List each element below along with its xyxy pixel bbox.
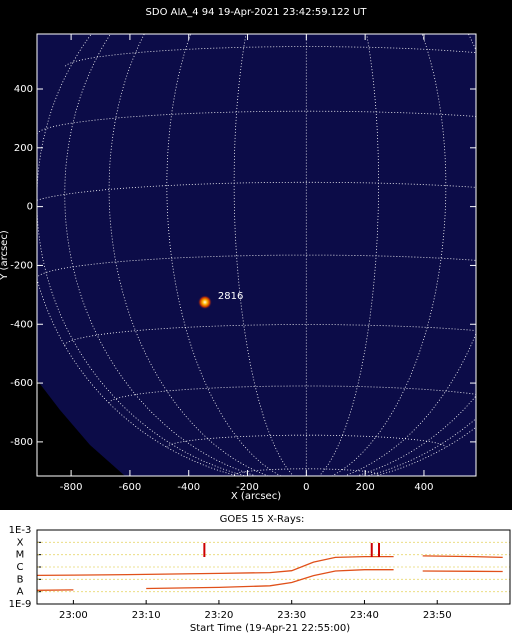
image-background <box>37 34 476 476</box>
y-tick-label: M <box>16 550 25 561</box>
y-tick-label: B <box>17 574 24 585</box>
annotation: 2816 <box>218 291 243 302</box>
x-tick-label: -600 <box>119 482 142 493</box>
x-tick-label: 23:00 <box>59 610 88 621</box>
y-tick-label: -800 <box>10 437 33 448</box>
y-tick-label: -600 <box>10 378 33 389</box>
x-tick-label: 23:10 <box>132 610 161 621</box>
heliographic-meridian <box>166 34 282 476</box>
y-tick-label: -400 <box>10 319 33 330</box>
heliographic-meridian <box>37 34 248 476</box>
heliographic-meridian <box>331 34 447 476</box>
heliographic-parallel <box>166 434 447 448</box>
heliographic-parallel <box>37 254 476 279</box>
x-tick-label: -200 <box>236 482 259 493</box>
active-region-source <box>197 295 212 310</box>
x-tick-label: 0 <box>303 482 309 493</box>
flux-line <box>36 555 503 577</box>
y-tick-label: A <box>17 587 24 598</box>
x-tick-label: -400 <box>177 482 200 493</box>
x-tick-label: 23:50 <box>423 610 452 621</box>
y-tick-label: 1E-9 <box>9 599 32 610</box>
heliographic-parallel <box>37 181 476 201</box>
y-axis-label: Y (arcsec) <box>0 230 10 281</box>
x-tick-label: 23:30 <box>277 610 306 621</box>
image-frame <box>36 33 477 477</box>
x-tick-label: 23:40 <box>350 610 379 621</box>
y-tick-label: 200 <box>14 143 33 154</box>
heliographic-meridian <box>365 418 476 476</box>
y-tick-label: -200 <box>10 260 33 271</box>
y-tick-label: C <box>17 562 24 573</box>
x-tick-label: 23:20 <box>205 610 234 621</box>
heliographic-parallel <box>65 46 476 67</box>
heliographic-meridian <box>108 34 270 476</box>
image-title: SDO AIA_4 94 19-Apr-2021 23:42:59.122 UT <box>146 7 368 18</box>
flux-line <box>36 569 503 591</box>
heliographic-meridian <box>343 34 476 476</box>
solar-image <box>37 34 476 476</box>
heliographic-parallel <box>233 468 379 476</box>
x-tick-label: -800 <box>60 482 83 493</box>
x-axis-label: X (arcsec) <box>231 491 281 502</box>
y-tick-label: 0 <box>27 202 33 213</box>
goes-title: GOES 15 X-Rays: <box>220 514 305 525</box>
x-tick-label: 400 <box>414 482 433 493</box>
heliographic-meridian <box>64 34 258 476</box>
x-tick-label: 200 <box>356 482 375 493</box>
off-disk <box>37 380 125 476</box>
goes-frame <box>36 529 511 605</box>
y-tick-label: 1E-3 <box>9 525 32 536</box>
y-tick-label: X <box>17 537 24 548</box>
y-tick-label: 400 <box>14 84 33 95</box>
goes-x-label: Start Time (19-Apr-21 22:55:00) <box>190 623 350 634</box>
